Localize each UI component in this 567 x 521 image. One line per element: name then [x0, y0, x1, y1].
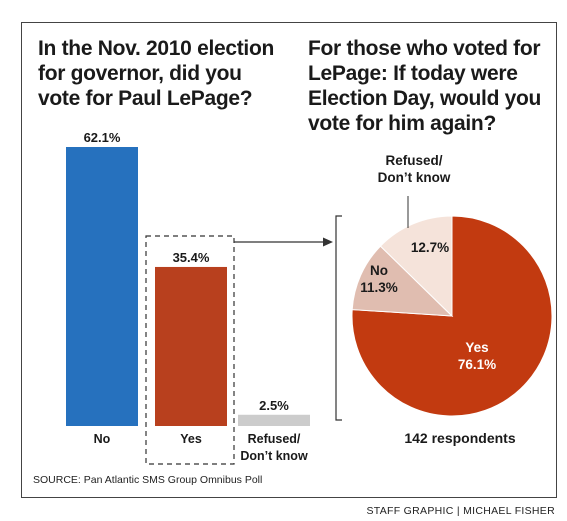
bar-1 [155, 266, 227, 426]
bar-value-label-0: 62.1% [84, 130, 121, 145]
pie-slice-value-2: 12.7% [411, 240, 449, 255]
connector-arrow [234, 237, 333, 247]
pie-caption: 142 respondents [404, 430, 516, 446]
bar-category-label-1: Yes [180, 432, 202, 446]
bar-category-label-0: No [94, 432, 111, 446]
pie-slice-1 [351, 245, 454, 317]
pie-slice-2 [379, 215, 453, 318]
bar-value-label-1: 35.4% [173, 250, 210, 265]
bar-2 [238, 414, 310, 426]
bar-chart: 62.1% No 35.4% Yes 2.5% Refused/Don’t know [66, 130, 310, 463]
bar-value-label-2: 2.5% [259, 398, 289, 413]
right-question-headline: For those who voted for LePage: If today… [308, 37, 542, 135]
pie-slice-label-1: No 11.3% [360, 263, 398, 295]
bar-0 [66, 147, 138, 426]
pie-bracket [335, 215, 342, 421]
left-question-headline: In the Nov. 2010 election for governor, … [38, 37, 275, 110]
graphic-frame [21, 22, 557, 498]
bar-category-label-2: Refused/Don’t know [240, 432, 308, 463]
pie-slice-label-0: Yes 76.1% [458, 340, 496, 372]
pie-slice-name-2: Refused/Don’t know [378, 153, 451, 185]
source-note: SOURCE: Pan Atlantic SMS Group Omnibus P… [33, 474, 263, 486]
yes-highlight-box [145, 235, 235, 465]
pie-chart: Yes 76.1% No 11.3% Refused/Don’t know 12.7% [351, 153, 553, 417]
staff-credit: STAFF GRAPHIC | MICHAEL FISHER [366, 505, 555, 517]
